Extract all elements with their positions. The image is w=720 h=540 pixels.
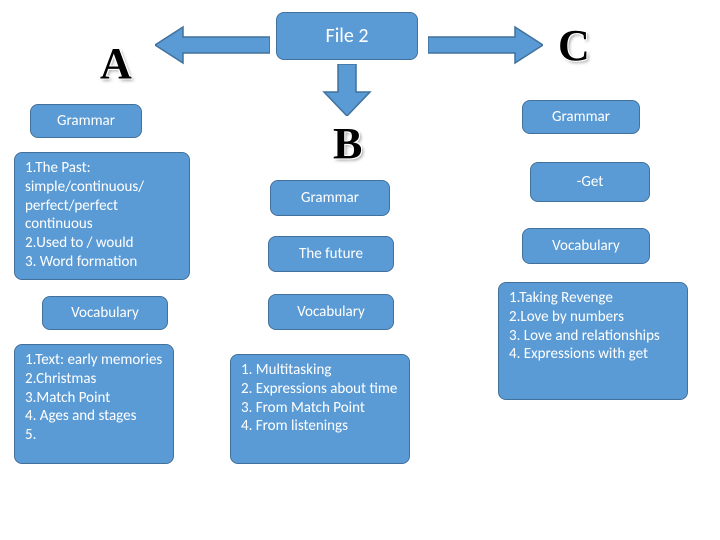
colA-vocabulary: Vocabulary [42,296,168,330]
arrow-right [428,24,543,66]
colA-grammar-detail: 1.The Past: simple/continuous/ perfect/p… [14,152,190,280]
letter-a: A [100,38,132,89]
arrow-left [155,24,270,66]
colC-vocabulary: Vocabulary [522,228,650,264]
root-box: File 2 [276,12,418,60]
letter-b: B [333,118,362,169]
letter-c: C [558,20,590,71]
colB-grammar: Grammar [270,180,390,216]
colB-vocabulary: Vocabulary [268,294,394,330]
colB-future: The future [268,236,394,272]
colA-grammar: Grammar [30,104,142,138]
colA-vocabulary-detail: 1.Text: early memories 2.Christmas 3.Mat… [14,344,174,464]
colB-vocabulary-detail: 1. Multitasking 2. Expressions about tim… [230,354,410,464]
colC-get: -Get [530,162,650,202]
arrow-down [322,64,372,116]
colC-grammar: Grammar [522,100,640,134]
colC-vocabulary-detail: 1.Taking Revenge 2.Love by numbers 3. Lo… [498,282,688,400]
